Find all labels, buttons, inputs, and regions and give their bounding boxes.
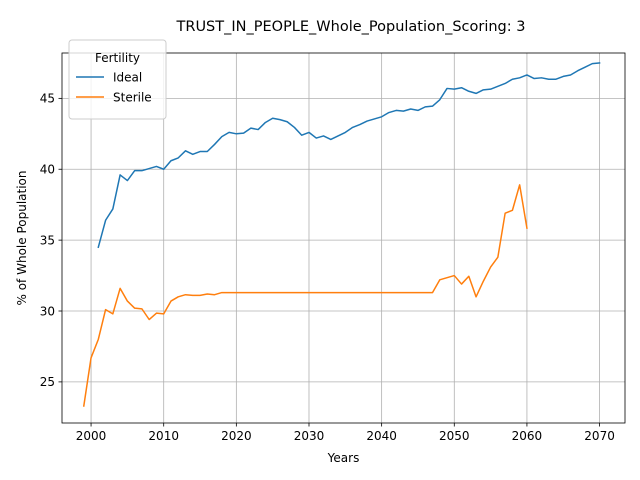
x-tick-label: 2070	[584, 429, 615, 443]
chart-title: TRUST_IN_PEOPLE_Whole_Population_Scoring…	[176, 19, 526, 35]
legend-items: Ideal Sterile	[76, 70, 152, 104]
legend-label-ideal: Ideal	[113, 70, 142, 84]
x-tick-label: 2050	[439, 429, 470, 443]
y-axis-ticks: 25 30 35 40 45	[40, 92, 62, 389]
x-tick-label: 2000	[76, 429, 107, 443]
y-tick-label: 35	[40, 233, 55, 247]
y-tick-label: 40	[40, 163, 55, 177]
y-tick-label: 25	[40, 375, 55, 389]
legend-box	[68, 39, 167, 120]
legend-title: Fertility	[95, 51, 140, 65]
series-line-ideal	[97, 62, 601, 249]
x-tick-label: 2030	[294, 429, 325, 443]
grid-lines	[62, 53, 625, 423]
x-tick-label: 2040	[366, 429, 397, 443]
x-tick-label: 2060	[512, 429, 543, 443]
legend: Fertility Ideal Sterile	[68, 39, 167, 120]
x-tick-label: 2010	[148, 429, 179, 443]
y-tick-label: 30	[40, 304, 55, 318]
series-lines	[82, 62, 601, 407]
legend-label-sterile: Sterile	[113, 90, 152, 104]
series-line-sterile	[82, 184, 528, 407]
y-tick-label: 45	[40, 92, 55, 106]
y-axis-label: % of Whole Population	[15, 171, 29, 306]
x-tick-label: 2020	[221, 429, 252, 443]
x-axis-label: Years	[327, 451, 360, 465]
plot-frame	[61, 52, 626, 424]
x-axis-ticks: 2000 2010 2020 2030 2040 2050 2060 2070	[76, 423, 615, 443]
